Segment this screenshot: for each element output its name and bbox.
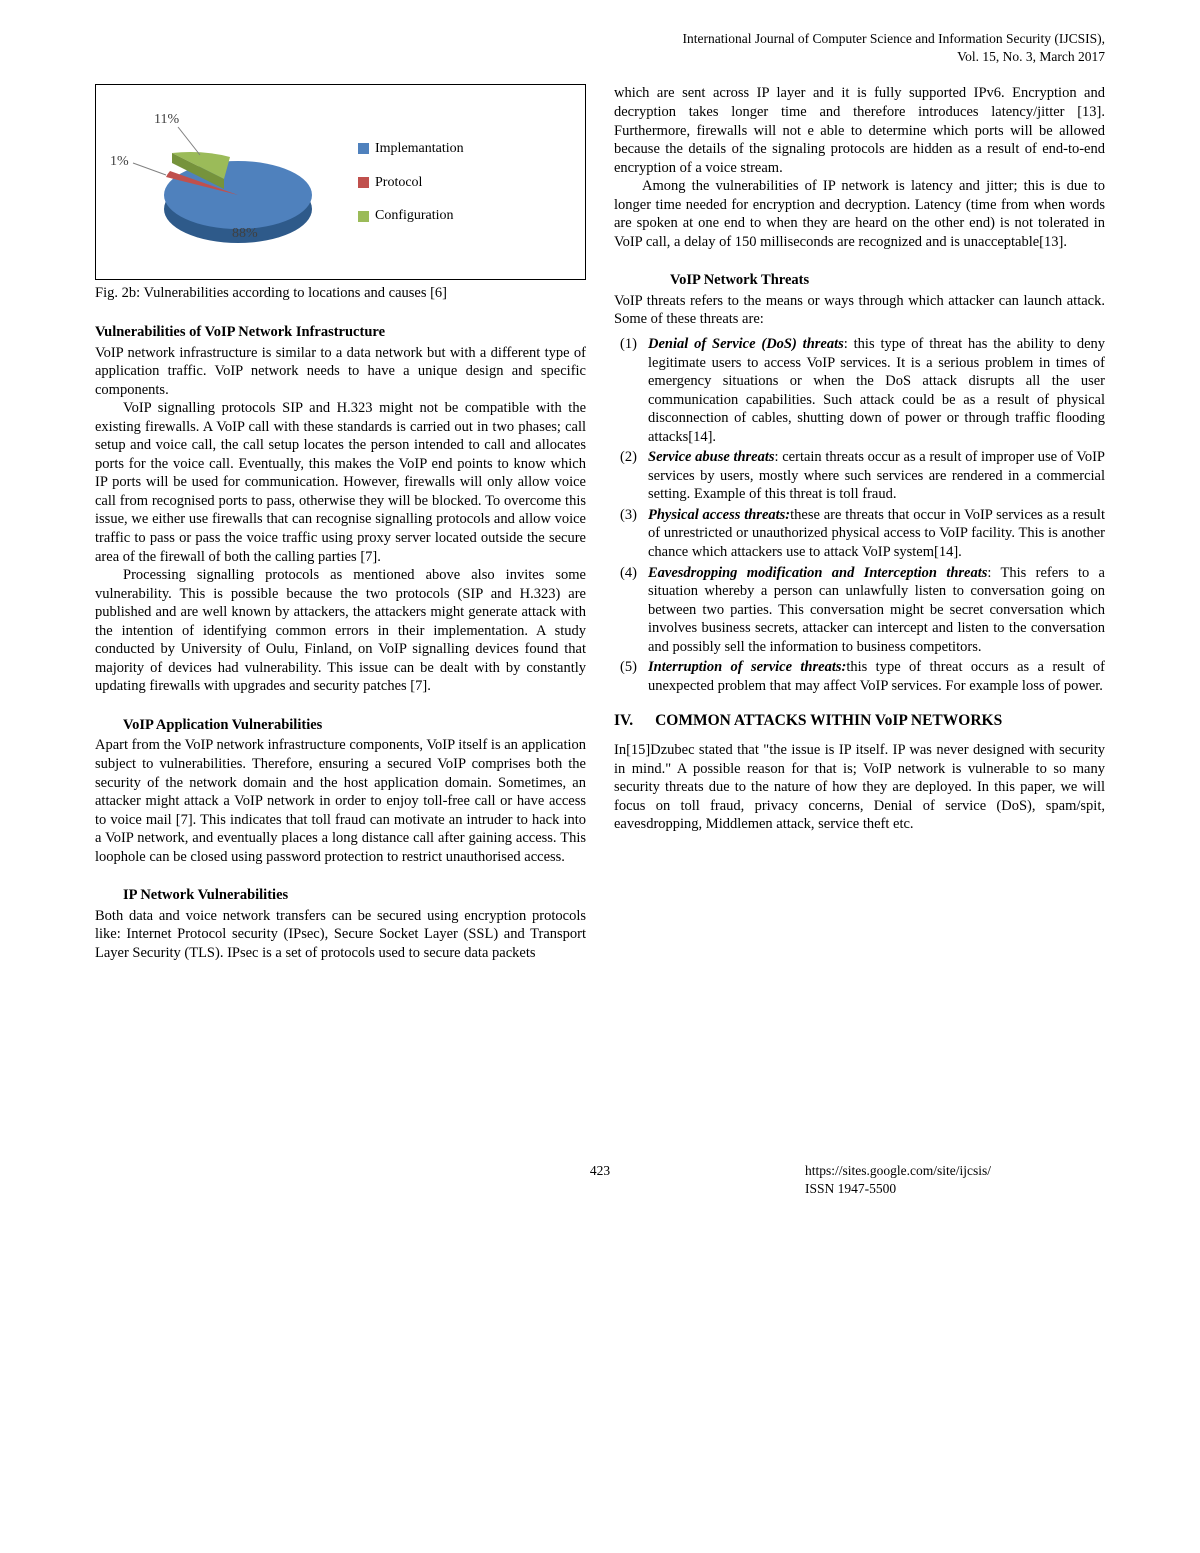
paragraph: Apart from the VoIP network infrastructu… (95, 736, 586, 866)
threat-item: (1)Denial of Service (DoS) threats: this… (614, 335, 1105, 446)
figure-caption: Fig. 2b: Vulnerabilities according to lo… (95, 284, 586, 303)
threat-text: Interruption of service threats:this typ… (648, 658, 1105, 695)
threat-text: Service abuse threats: certain threats o… (648, 448, 1105, 504)
pie-label-protocol: 1% (110, 153, 129, 171)
threat-item: (5)Interruption of service threats:this … (614, 658, 1105, 695)
paragraph: Processing signalling protocols as menti… (95, 566, 586, 696)
subheading-app: VoIP Application Vulnerabilities (95, 716, 586, 735)
paragraph: VoIP signalling protocols SIP and H.323 … (95, 399, 586, 566)
right-column: which are sent across IP layer and it is… (614, 84, 1105, 962)
subheading-threats: VoIP Network Threats (614, 271, 1105, 290)
section-number: IV. (614, 711, 633, 731)
paragraph: which are sent across IP layer and it is… (614, 84, 1105, 177)
swatch-icon (358, 143, 369, 154)
section-title-text: COMMON ATTACKS WITHIN VoIP NETWORKS (655, 711, 1105, 731)
paragraph: VoIP threats refers to the means or ways… (614, 292, 1105, 329)
swatch-icon (358, 211, 369, 222)
footer-right: https://sites.google.com/site/ijcsis/ IS… (805, 1162, 1105, 1197)
legend-label: Protocol (375, 166, 422, 200)
legend-label: Implemantation (375, 132, 464, 166)
threat-title: Denial of Service (DoS) threats (648, 336, 844, 352)
threat-item: (4)Eavesdropping modification and Interc… (614, 564, 1105, 657)
paragraph: Both data and voice network transfers ca… (95, 907, 586, 963)
threat-title: Interruption of service threats: (648, 659, 846, 675)
threat-text: Eavesdropping modification and Intercept… (648, 564, 1105, 657)
journal-issue: Vol. 15, No. 3, March 2017 (957, 49, 1105, 64)
threat-number: (5) (614, 658, 648, 695)
legend-item-protocol: Protocol (358, 166, 464, 200)
threat-text: Physical access threats:these are threat… (648, 506, 1105, 562)
pie-chart: 1% 11% 88% (108, 97, 338, 267)
threat-title: Eavesdropping modification and Intercept… (648, 565, 987, 581)
threat-title: Physical access threats: (648, 507, 790, 523)
legend-item-implementation: Implemantation (358, 132, 464, 166)
threat-item: (2)Service abuse threats: certain threat… (614, 448, 1105, 504)
pie-label-configuration: 11% (154, 111, 179, 129)
threat-title: Service abuse threats (648, 449, 775, 465)
journal-header: International Journal of Computer Scienc… (95, 30, 1105, 66)
threat-item: (3)Physical access threats:these are thr… (614, 506, 1105, 562)
section-heading-iv: IV. COMMON ATTACKS WITHIN VoIP NETWORKS (614, 711, 1105, 731)
threat-text: Denial of Service (DoS) threats: this ty… (648, 335, 1105, 446)
subheading-infra: Vulnerabilities of VoIP Network Infrastr… (95, 323, 586, 342)
threat-number: (2) (614, 448, 648, 504)
legend-item-configuration: Configuration (358, 199, 464, 233)
two-column-layout: 1% 11% 88% Implemantation Protocol Confi… (95, 84, 1105, 962)
pie-chart-figure: 1% 11% 88% Implemantation Protocol Confi… (95, 84, 586, 280)
pie-label-implementation: 88% (232, 225, 258, 243)
left-column: 1% 11% 88% Implemantation Protocol Confi… (95, 84, 586, 962)
pie-chart-svg (108, 97, 338, 267)
legend-label: Configuration (375, 199, 454, 233)
subheading-ipnet: IP Network Vulnerabilities (95, 886, 586, 905)
threat-number: (3) (614, 506, 648, 562)
page-footer: 423 https://sites.google.com/site/ijcsis… (95, 1162, 1105, 1197)
swatch-icon (358, 177, 369, 188)
page-number: 423 (395, 1162, 805, 1197)
threat-number: (1) (614, 335, 648, 446)
footer-url: https://sites.google.com/site/ijcsis/ (805, 1163, 991, 1178)
threat-number: (4) (614, 564, 648, 657)
pie-legend: Implemantation Protocol Configuration (358, 132, 464, 233)
footer-issn: ISSN 1947-5500 (805, 1181, 896, 1196)
threat-list: (1)Denial of Service (DoS) threats: this… (614, 335, 1105, 695)
paragraph: In[15]Dzubec stated that "the issue is I… (614, 741, 1105, 834)
paragraph: VoIP network infrastructure is similar t… (95, 344, 586, 400)
journal-name: International Journal of Computer Scienc… (682, 31, 1105, 46)
paragraph: Among the vulnerabilities of IP network … (614, 177, 1105, 251)
